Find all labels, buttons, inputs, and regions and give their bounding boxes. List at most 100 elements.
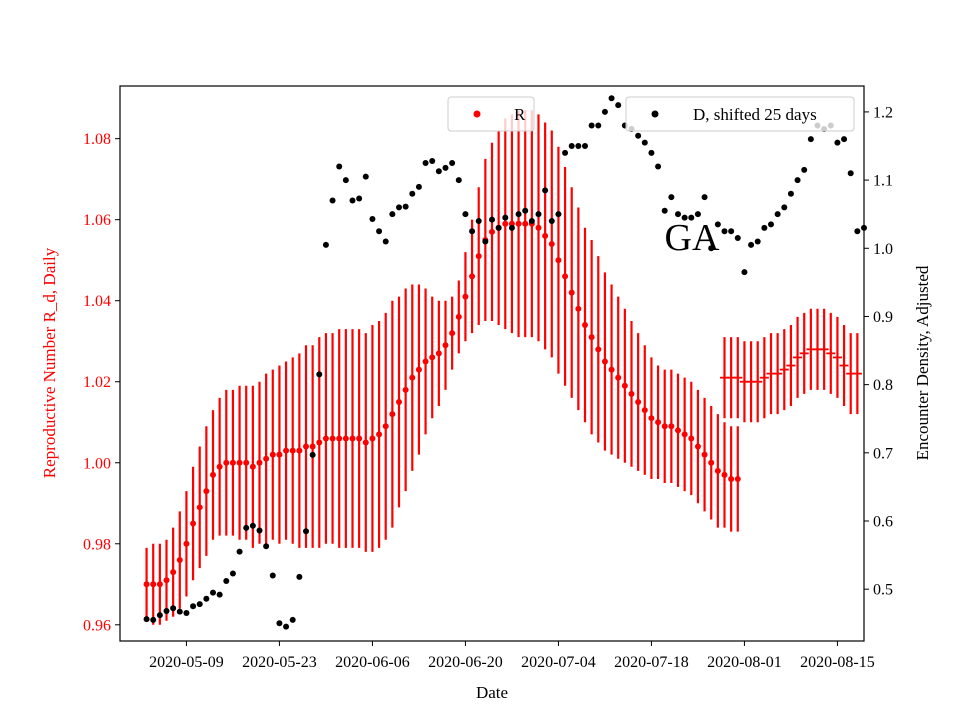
d-point [648,149,655,156]
d-point [429,158,436,164]
d-point [548,218,555,224]
r-point [382,423,389,430]
x-tick-label: 2020-08-15 [800,654,875,671]
d-point [562,149,569,156]
d-point [356,195,363,202]
d-point [768,221,774,228]
d-point [469,228,476,235]
r-point [409,374,416,381]
d-point [728,228,735,235]
y-left-tick-label: 1.08 [83,131,111,148]
r-point [216,463,223,470]
d-point [176,608,183,615]
r-point [415,366,422,373]
d-point [303,528,309,535]
r-point [575,305,582,312]
d-point [721,228,728,235]
d-point [655,163,662,170]
d-point [708,245,715,252]
d-point [754,238,761,245]
r-point [150,581,157,588]
plot-area [143,95,867,630]
r-point [256,459,263,466]
d-point [143,616,150,623]
y-axis-left-title: Reproductive Number R_d, Daily [40,247,59,478]
y-right-tick-label: 0.6 [873,514,893,531]
r-point [269,451,276,458]
d-point [635,132,642,139]
x-tick-label: 2020-06-20 [428,654,503,671]
d-point [203,595,210,602]
d-point [376,228,383,235]
d-point [336,163,343,170]
d-point [382,238,389,245]
y-right-tick-label: 0.5 [873,582,893,599]
y-left-tick-label: 1.02 [83,374,111,391]
y-right-tick-label: 0.9 [873,309,893,326]
r-point [190,520,197,527]
d-point [389,211,396,218]
d-point [675,211,681,218]
d-point [489,216,495,223]
d-point [661,207,668,214]
d-point [515,211,522,218]
legend-r-box [447,96,535,132]
r-point [588,334,595,341]
d-point [249,522,256,529]
r-point [681,431,688,438]
d-point [542,187,549,194]
r-point [143,581,150,588]
r-point [648,415,655,422]
r-point [296,447,303,454]
d-point [342,177,349,184]
d-point [369,215,376,222]
d-point [701,194,708,201]
r-point [641,407,648,414]
d-point [774,211,781,218]
r-point [183,540,190,547]
r-point [249,463,256,470]
plot-frame [119,85,865,642]
r-point [316,439,323,446]
d-point [734,235,741,242]
r-point [303,443,309,450]
r-point [442,342,449,349]
r-point [176,556,183,563]
legend-r: R [447,96,535,132]
d-point [668,194,675,201]
d-point [781,204,788,211]
d-point [243,524,250,531]
r-point [608,366,615,373]
d-point [263,543,270,550]
legend-d-box [625,96,855,132]
d-point [322,241,329,248]
r-point [210,471,216,478]
d-point [482,238,489,245]
d-point [522,207,529,214]
r-point [329,435,336,442]
r-point [675,427,681,434]
r-point [402,386,409,393]
y-axis-right-title: Encounter Density, Adjusted [913,265,932,460]
r-point [601,358,608,365]
d-point [575,143,582,149]
r-point [708,459,715,466]
r-point [582,322,588,329]
legend-d-marker [651,110,659,118]
d-point [349,197,356,204]
d-point [688,214,695,221]
r-point [455,313,462,320]
r-point [163,577,170,584]
d-point [714,221,721,228]
r-point [342,435,349,442]
r-point [522,220,529,227]
r-point [276,451,283,458]
d-point [462,211,469,218]
r-point [283,447,290,454]
r-point [469,273,476,280]
r-point [635,398,642,405]
d-point [475,218,482,224]
d-point [216,591,223,598]
d-point [396,204,402,211]
d-point [794,177,801,184]
